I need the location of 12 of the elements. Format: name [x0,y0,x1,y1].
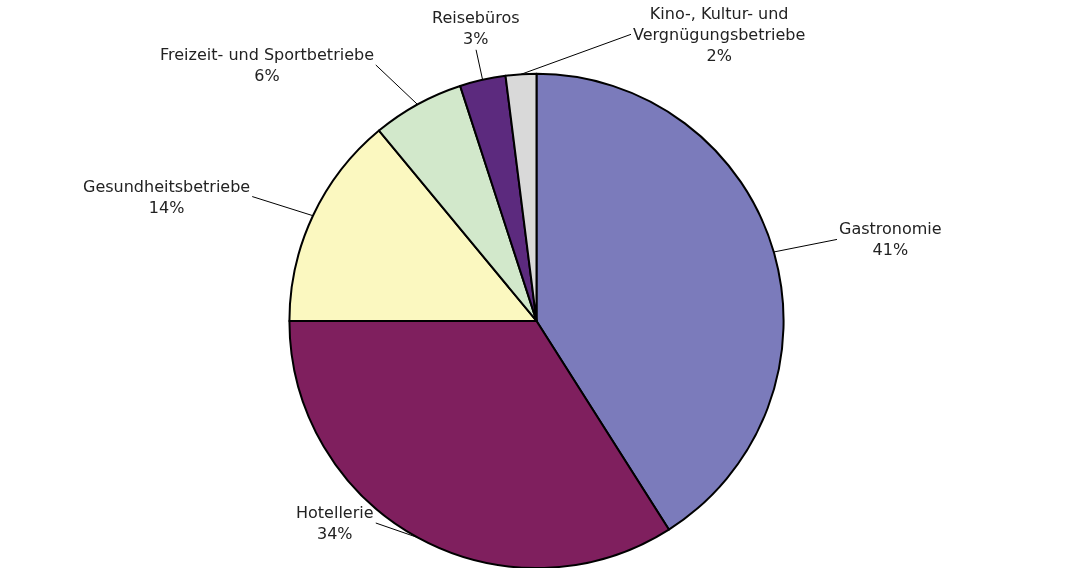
data-label: 34% [316,523,353,543]
slice-label: Hotellerie [296,503,374,522]
slice-label: Reisebüros [432,8,520,27]
data-label: 6% [254,65,280,85]
data-label: 3% [463,28,489,48]
slice-label: Gastronomie [839,219,942,238]
slice-label: Freizeit- und Sportbetriebe [160,45,374,64]
slice-label: Gesundheitsbetriebe [83,177,251,196]
data-label: 41% [872,239,909,259]
slice-label: Kino-, Kultur- und Vergnügungsbetriebe [633,4,806,44]
data-label: 2% [706,45,732,65]
data-label: 14% [148,197,185,217]
